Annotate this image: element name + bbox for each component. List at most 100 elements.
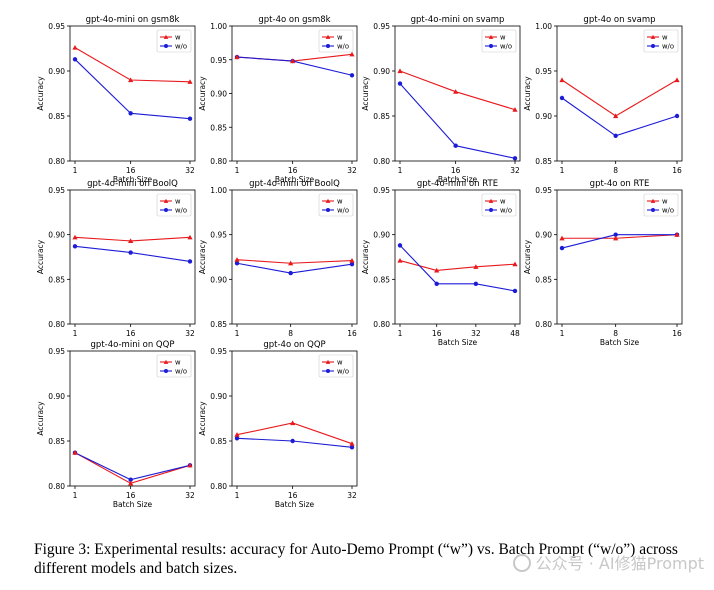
- data-point-wo: [397, 243, 403, 248]
- y-tick-label: 0.85: [210, 123, 227, 132]
- data-point-w: [559, 77, 565, 83]
- subplot-3: [392, 25, 521, 164]
- x-tick-label: 1: [73, 491, 78, 500]
- data-point-w: [290, 58, 296, 64]
- series-line-wo: [236, 56, 353, 76]
- data-point-w: [72, 450, 78, 455]
- y-tick-label: 0.90: [535, 231, 552, 240]
- y-tick-label: 0.85: [535, 157, 552, 166]
- x-tick-label: 16: [288, 166, 298, 175]
- legend-marker-wo: [651, 208, 655, 212]
- data-point-w: [128, 480, 134, 486]
- x-tick-label: 8: [288, 329, 293, 338]
- data-point-w: [187, 234, 193, 240]
- legend-marker-w: [488, 34, 494, 39]
- data-point-w: [290, 420, 296, 426]
- y-axis-label: Accuracy: [198, 76, 207, 111]
- x-tick-label: 1: [398, 329, 403, 338]
- y-tick-label: 1.00: [535, 22, 552, 31]
- subplot-title: gpt-4o-mini on svamp: [411, 15, 505, 25]
- data-point-w: [187, 79, 193, 84]
- subplot-title: gpt-4o-mini on gsm8k: [86, 15, 180, 25]
- legend-label-wo: w/o: [500, 207, 512, 215]
- y-tick-label: 0.80: [210, 157, 227, 166]
- series-line-w: [399, 70, 516, 111]
- x-tick-label: 32: [471, 329, 481, 338]
- wechat-icon: [512, 554, 531, 572]
- data-point-wo: [128, 250, 133, 255]
- plot-frame: [69, 189, 196, 325]
- legend-marker-wo: [326, 44, 330, 48]
- y-tick-label: 0.95: [48, 186, 65, 195]
- subplots-canvas: gpt-4o-mini on gsm8k 0.80 0.85 0.90 0.95 1 16 3…: [36, 15, 683, 509]
- legend-marker-wo: [326, 369, 330, 373]
- plot-frame: [69, 25, 196, 162]
- x-tick-label: 32: [347, 491, 357, 500]
- data-point-w: [613, 235, 619, 241]
- legend-label-w: w: [500, 198, 506, 206]
- x-axis-label: Batch Size: [438, 338, 478, 347]
- data-point-wo: [234, 261, 240, 266]
- data-point-wo: [512, 288, 518, 294]
- legend-label-wo: w/o: [662, 43, 674, 51]
- y-tick-label: 0.90: [48, 392, 65, 401]
- x-axis-label: Batch Size: [275, 175, 315, 184]
- data-point-wo: [559, 95, 565, 101]
- data-point-wo: [473, 281, 479, 286]
- legend-marker-w: [650, 34, 656, 39]
- legend-marker-wo: [489, 44, 493, 48]
- data-point-wo: [613, 232, 618, 237]
- x-tick-label: 32: [185, 491, 195, 500]
- x-tick-label: 32: [185, 166, 195, 175]
- x-tick-label: 8: [613, 329, 618, 338]
- data-point-wo: [349, 445, 355, 450]
- y-axis-label: Accuracy: [36, 239, 45, 274]
- x-axis-label: Batch Size: [113, 175, 153, 184]
- legend-marker-wo: [326, 208, 330, 212]
- legend-label-w: w: [337, 34, 343, 42]
- data-point-wo: [559, 245, 565, 251]
- plot-frame: [394, 25, 521, 162]
- y-tick-label: 0.85: [210, 437, 227, 446]
- subplot-title: gpt-4o on svamp: [583, 15, 655, 25]
- data-point-w: [128, 238, 134, 243]
- y-tick-label: 0.85: [48, 275, 65, 284]
- legend-label-wo: w/o: [500, 43, 512, 51]
- data-point-wo: [434, 281, 439, 286]
- plot-frame: [556, 189, 683, 325]
- x-tick-label: 16: [126, 166, 136, 175]
- data-point-wo: [187, 259, 193, 264]
- data-point-w: [349, 441, 355, 446]
- series-line-wo: [74, 452, 191, 481]
- data-point-wo: [72, 244, 78, 249]
- data-point-w: [72, 45, 78, 50]
- y-tick-label: 0.90: [535, 112, 552, 121]
- data-point-w: [349, 257, 355, 263]
- data-point-wo: [234, 436, 240, 441]
- y-axis-label: Accuracy: [36, 401, 45, 436]
- y-tick-label: 0.85: [535, 275, 552, 284]
- y-tick-label: 0.90: [48, 231, 65, 240]
- y-tick-label: 0.80: [48, 320, 65, 329]
- subplot-5: [67, 189, 196, 327]
- y-tick-label: 0.95: [210, 347, 227, 356]
- legend-marker-w: [488, 198, 494, 203]
- y-axis-label: Accuracy: [361, 239, 370, 274]
- x-tick-label: 8: [613, 166, 618, 175]
- subplot-6: [229, 189, 358, 327]
- x-axis-label: Batch Size: [600, 338, 640, 347]
- data-point-wo: [613, 133, 618, 138]
- y-tick-label: 0.90: [373, 231, 390, 240]
- legend-marker-wo: [489, 208, 493, 212]
- series-line-w: [399, 260, 516, 271]
- data-point-w: [613, 113, 619, 119]
- legend-marker-w: [325, 359, 331, 364]
- subplot-1: [67, 25, 196, 164]
- y-tick-label: 0.85: [48, 112, 65, 121]
- x-tick-label: 16: [288, 491, 298, 500]
- y-tick-label: 0.95: [373, 22, 390, 31]
- x-tick-label: 1: [73, 329, 78, 338]
- y-tick-label: 0.90: [48, 67, 65, 76]
- y-tick-label: 0.80: [210, 482, 227, 491]
- x-axis-label: Batch Size: [113, 500, 153, 509]
